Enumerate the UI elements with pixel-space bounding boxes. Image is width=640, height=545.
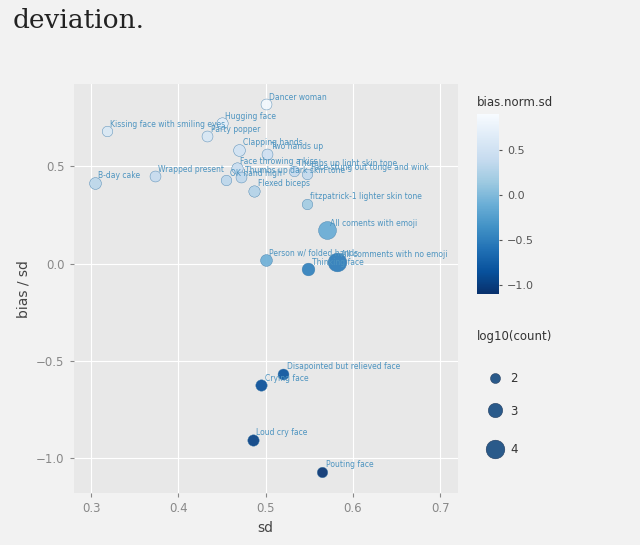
X-axis label: sd: sd bbox=[257, 521, 274, 535]
Y-axis label: bias / sd: bias / sd bbox=[17, 260, 31, 318]
Point bbox=[202, 132, 212, 141]
Point bbox=[317, 468, 328, 476]
Text: Crying face: Crying face bbox=[265, 374, 308, 383]
Text: Thumbs up light skin tone: Thumbs up light skin tone bbox=[297, 159, 397, 168]
Text: Loud cry face: Loud cry face bbox=[256, 428, 307, 438]
Point bbox=[302, 169, 312, 178]
Text: B-day cake: B-day cake bbox=[98, 172, 140, 180]
Point bbox=[490, 373, 500, 382]
Point bbox=[303, 265, 314, 274]
Text: deviation.: deviation. bbox=[13, 8, 145, 33]
Text: All comments with no emoji: All comments with no emoji bbox=[340, 250, 447, 259]
Point bbox=[256, 381, 266, 390]
Text: All coments with emoji: All coments with emoji bbox=[330, 219, 417, 228]
Point bbox=[260, 256, 271, 264]
Point bbox=[289, 166, 299, 175]
Text: Two hands up: Two hands up bbox=[271, 142, 323, 152]
Point bbox=[278, 369, 288, 378]
Text: fitzpatrick-1 lighter skin tone: fitzpatrick-1 lighter skin tone bbox=[310, 192, 422, 202]
Text: Party popper: Party popper bbox=[211, 125, 260, 134]
Point bbox=[217, 119, 227, 128]
Point bbox=[262, 149, 273, 158]
Text: 2: 2 bbox=[510, 372, 518, 385]
Text: Thumbs up dark skin tone: Thumbs up dark skin tone bbox=[244, 166, 345, 174]
Text: bias.norm.sd: bias.norm.sd bbox=[477, 96, 553, 109]
Point bbox=[321, 226, 332, 234]
Text: OK hand high: OK hand high bbox=[230, 168, 282, 178]
Point bbox=[260, 100, 271, 108]
Point bbox=[221, 175, 232, 184]
Point bbox=[490, 444, 500, 453]
Point bbox=[248, 435, 258, 444]
Text: Dancer woman: Dancer woman bbox=[269, 93, 327, 101]
Text: Wrapped present: Wrapped present bbox=[158, 165, 224, 174]
Text: Hugging face: Hugging face bbox=[225, 112, 276, 121]
Text: Face throwing a kiss: Face throwing a kiss bbox=[240, 157, 318, 166]
Point bbox=[301, 199, 312, 208]
Point bbox=[236, 173, 246, 181]
Text: Face stung out tonge and wink: Face stung out tonge and wink bbox=[311, 162, 429, 172]
Point bbox=[232, 164, 242, 173]
Point bbox=[90, 178, 100, 187]
Text: 4: 4 bbox=[510, 443, 518, 456]
Point bbox=[249, 186, 259, 195]
Text: Kissing face with smiling eyes: Kissing face with smiling eyes bbox=[110, 120, 225, 129]
Point bbox=[234, 146, 244, 154]
Point bbox=[102, 127, 112, 136]
Text: log10(count): log10(count) bbox=[477, 330, 552, 343]
Text: Thinking face: Thinking face bbox=[312, 258, 364, 267]
Point bbox=[332, 257, 342, 266]
Text: Clapping hands: Clapping hands bbox=[243, 138, 303, 147]
Text: Person w/ folded hands: Person w/ folded hands bbox=[269, 249, 358, 258]
Text: Pouting face: Pouting face bbox=[326, 461, 374, 469]
Text: 3: 3 bbox=[510, 405, 518, 418]
Point bbox=[490, 406, 500, 415]
Text: Flexed biceps: Flexed biceps bbox=[258, 179, 310, 188]
Point bbox=[150, 172, 160, 181]
Text: Disapointed but relieved face: Disapointed but relieved face bbox=[287, 362, 400, 371]
